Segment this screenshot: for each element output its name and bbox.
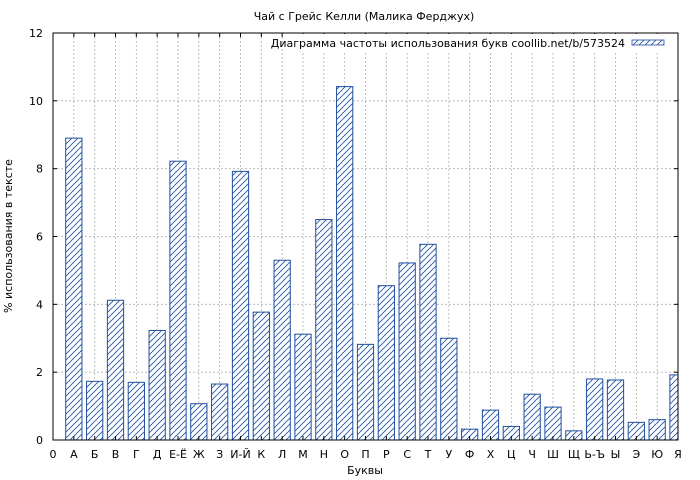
y-tick-label: 0 (36, 434, 43, 447)
x-tick-label: И-Й (230, 448, 250, 461)
x-tick-label: Я (674, 448, 682, 461)
x-tick-label: Щ (568, 448, 580, 461)
legend-label: Диаграмма частоты использования букв coo… (271, 37, 625, 50)
bar (65, 137, 83, 441)
x-tick-label: Д (153, 448, 162, 461)
x-tick-label: Л (278, 448, 286, 461)
y-tick-label: 10 (29, 95, 43, 108)
bar (190, 403, 208, 441)
y-tick-label: 4 (36, 298, 43, 311)
bar (481, 409, 500, 441)
legend-swatch (631, 39, 665, 46)
x-tick-label: Т (424, 448, 432, 461)
y-tick-label: 8 (36, 163, 43, 176)
bar (169, 160, 187, 441)
bar (231, 170, 250, 441)
bar (127, 381, 145, 441)
bar (148, 329, 166, 441)
x-tick-label: Н (320, 448, 328, 461)
y-axis-ticks: 0 2 4 6 8 10 12 (29, 27, 678, 447)
x-tick-label: В (112, 448, 120, 461)
bar (106, 299, 125, 441)
x-tick-label: К (257, 448, 265, 461)
bar (356, 343, 375, 441)
x-tick-label: Ц (507, 448, 516, 461)
bar (377, 285, 395, 441)
bar (544, 406, 562, 441)
x-tick-label: О (340, 448, 349, 461)
x-tick-label: 0 (50, 448, 57, 461)
bar (211, 383, 229, 441)
bar (336, 86, 354, 441)
bar (669, 374, 679, 441)
bar (294, 333, 312, 441)
x-tick-label: Ч (528, 448, 536, 461)
x-axis-ticks: 0 А Б В Г Д Е-Ё Ж З И-Й К Л М Н О П Р С Т У Ф Х Ц Ч Ш Щ Ь-Ъ Ы Э Ю Я (50, 33, 682, 461)
x-tick-label: Е-Ё (169, 448, 187, 461)
legend-background (284, 34, 676, 51)
y-tick-label: 12 (29, 27, 43, 40)
bar (273, 259, 291, 441)
x-tick-label: Р (383, 448, 390, 461)
x-axis-label: Буквы (347, 464, 383, 477)
legend: Диаграмма частоты использования букв coo… (271, 34, 676, 51)
x-tick-label: Ж (193, 448, 205, 461)
x-tick-label: М (298, 448, 308, 461)
chart-title: Чай с Грейс Келли (Малика Ферджух) (254, 10, 475, 23)
bar (252, 311, 270, 441)
bar (419, 243, 437, 441)
x-tick-label: Г (133, 448, 140, 461)
bar (523, 393, 541, 441)
x-tick-label: Ы (611, 448, 621, 461)
bar (606, 379, 625, 441)
bar (86, 380, 104, 441)
bar (586, 378, 604, 441)
bar (315, 219, 333, 441)
x-tick-label: П (361, 448, 369, 461)
x-tick-label: Ю (651, 448, 663, 461)
bar (398, 262, 416, 441)
x-tick-label: Ф (465, 448, 474, 461)
bar (440, 337, 458, 441)
y-axis-label: % использования в тексте (2, 159, 15, 313)
x-tick-label: Х (487, 448, 495, 461)
x-tick-label: А (70, 448, 78, 461)
x-tick-label: Б (91, 448, 99, 461)
x-tick-label: Ь-Ъ (584, 448, 605, 461)
x-tick-label: З (216, 448, 223, 461)
x-tick-label: Ш (547, 448, 559, 461)
x-tick-label: С (403, 448, 411, 461)
y-tick-label: 6 (36, 231, 43, 244)
bars (65, 86, 679, 441)
x-tick-label: Э (632, 448, 640, 461)
y-tick-label: 2 (36, 366, 43, 379)
x-tick-label: У (445, 448, 452, 461)
